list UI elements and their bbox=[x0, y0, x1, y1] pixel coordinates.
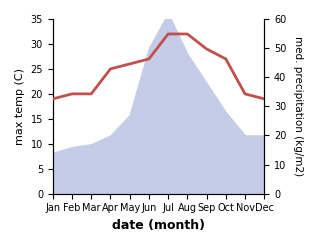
X-axis label: date (month): date (month) bbox=[112, 219, 205, 232]
Y-axis label: med. precipitation (kg/m2): med. precipitation (kg/m2) bbox=[293, 36, 303, 176]
Y-axis label: max temp (C): max temp (C) bbox=[15, 68, 25, 145]
